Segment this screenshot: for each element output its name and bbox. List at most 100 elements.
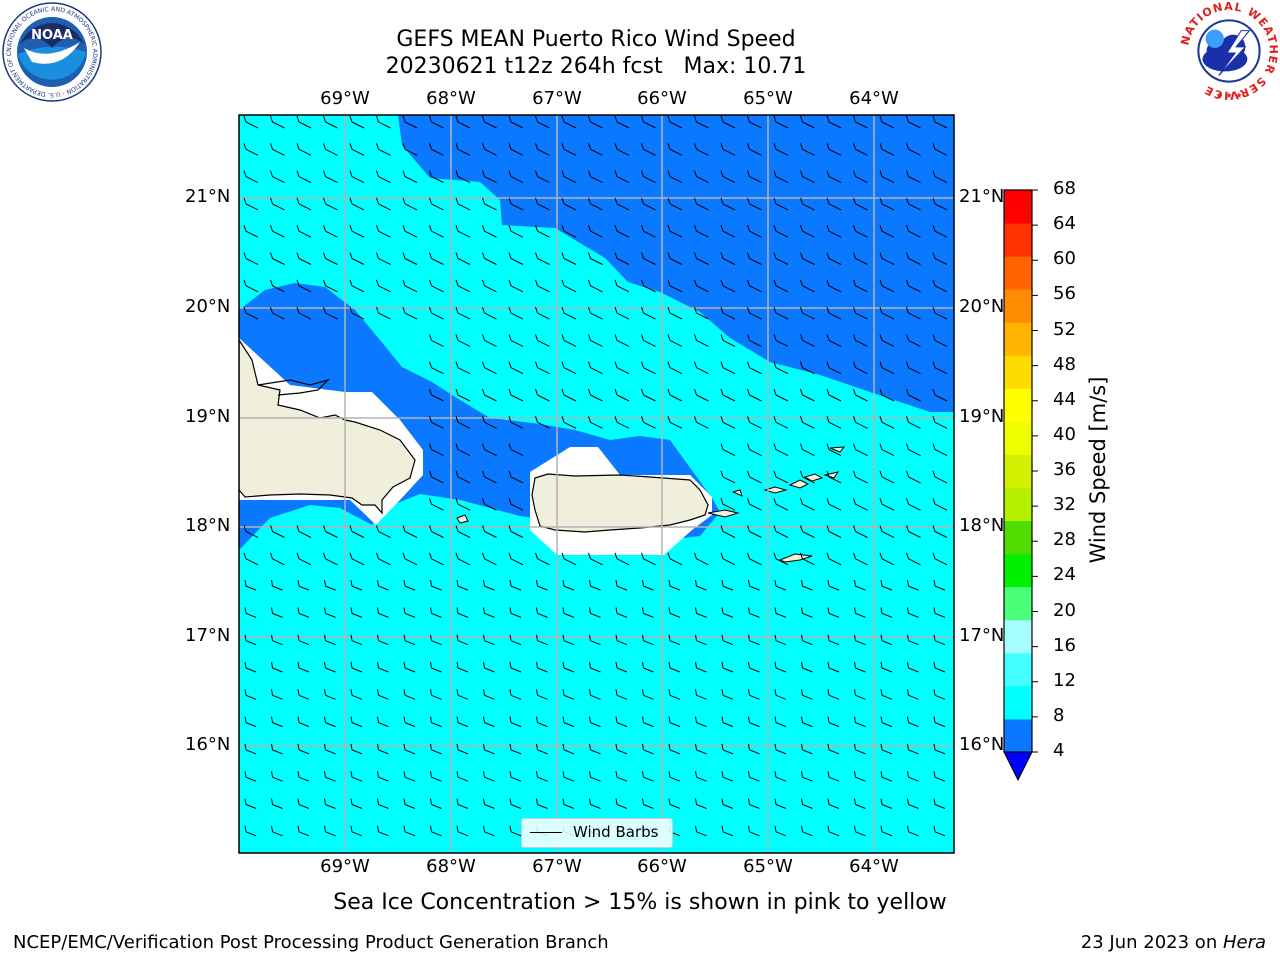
wind-barb [482,498,497,511]
wind-barb [933,716,946,728]
wind-barb [879,416,895,429]
colorbar-tick-label: 28 [1053,529,1076,551]
wind-barb [403,798,416,809]
wind-barb [483,743,495,755]
wind-barb [508,361,524,375]
wind-barb [826,552,842,566]
wind-barb [932,388,948,402]
wind-barb [456,716,469,728]
wind-barb [323,525,338,538]
wind-barb [536,634,548,646]
wind-barb [879,306,895,320]
wind-barb [536,743,548,755]
wind-barb [720,552,736,566]
wind-barb [614,170,630,184]
wind-barb [720,252,736,265]
wind-barb [748,798,760,809]
wind-barb [562,771,575,782]
wind-barb [349,225,365,238]
wind-barb [243,252,259,265]
wind-barb [800,388,815,402]
wind-barb [482,361,497,375]
wind-barb [350,771,363,782]
wind-barb [668,743,681,755]
wind-barb [801,771,813,782]
wind-barb [907,607,919,618]
lon-label-top: 65°W [743,88,793,109]
wind-barb [800,525,815,538]
wind-barb [906,498,921,511]
wind-barb [403,689,416,700]
wind-barb [933,661,946,673]
wind-barb [455,416,471,429]
wind-barb [402,225,418,238]
wind-barb [244,607,257,618]
wind-barb [561,197,577,211]
wind-barb [482,306,497,320]
wind-barb [296,252,312,265]
wind-barb [482,279,497,293]
wind-barb [721,580,734,591]
wind-barb [773,334,789,347]
wind-barb [932,225,948,238]
wind-barb [482,252,497,265]
wind-barb [243,525,259,538]
wind-barb [695,716,707,728]
wind-barb [324,607,336,618]
wind-barb [588,552,603,566]
colorbar-extend-triangle [1003,751,1033,782]
wind-barb [588,115,603,129]
wind-barb [377,771,389,782]
wind-barb [614,334,630,347]
wind-barb [667,252,683,265]
wind-barb [562,661,575,673]
wind-barb [773,197,789,211]
wind-barb [271,743,283,755]
colorbar-tick-label: 16 [1053,634,1076,656]
wind-barb [826,197,842,211]
wind-barb [720,498,736,511]
wind-barb [801,607,813,618]
wind-barb [430,798,442,809]
wind-barb [614,552,630,566]
lat-label-left: 21°N [185,186,231,207]
wind-barb [747,361,762,375]
wind-barb [297,771,310,782]
wind-barb [879,225,895,238]
wind-barb [721,607,734,618]
wind-barb [589,689,601,700]
wind-barb [748,634,760,646]
wind-barb [747,170,762,184]
wind-barb [270,525,285,538]
wind-barb [244,771,257,782]
colorbar-tick-label: 20 [1053,599,1076,621]
wind-barb [482,443,497,457]
wind-barb [482,225,497,238]
wind-barb [271,661,283,673]
wind-barb [376,279,391,293]
wind-barb [350,607,363,618]
lon-label-bottom: 66°W [637,856,687,877]
wind-barb [826,306,842,320]
wind-barb [854,580,866,591]
graticule [239,115,954,853]
wind-barb [270,306,285,320]
wind-barb [456,607,469,618]
wind-barb [720,143,736,156]
wind-barb [455,498,471,511]
wind-barb [615,798,628,809]
wind-barb [773,388,789,402]
wind-barb [402,143,418,156]
wind-barb [906,525,921,538]
wind-barb [748,743,760,755]
wind-barb [906,225,921,238]
legend-line-sample [530,832,562,833]
svg-text:★ ★ ★: ★ ★ ★ [1215,90,1242,100]
wind-barb [429,552,444,566]
wind-barb [801,825,813,837]
lon-label-bottom: 67°W [532,856,582,877]
wind-barb [853,525,868,538]
lat-label-left: 16°N [185,734,231,755]
wind-barb [774,607,787,618]
wind-barb [536,689,548,700]
